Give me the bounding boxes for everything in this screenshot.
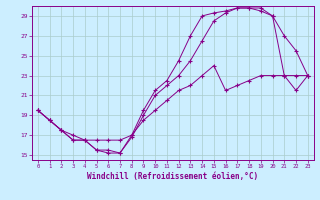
X-axis label: Windchill (Refroidissement éolien,°C): Windchill (Refroidissement éolien,°C) [87,172,258,181]
